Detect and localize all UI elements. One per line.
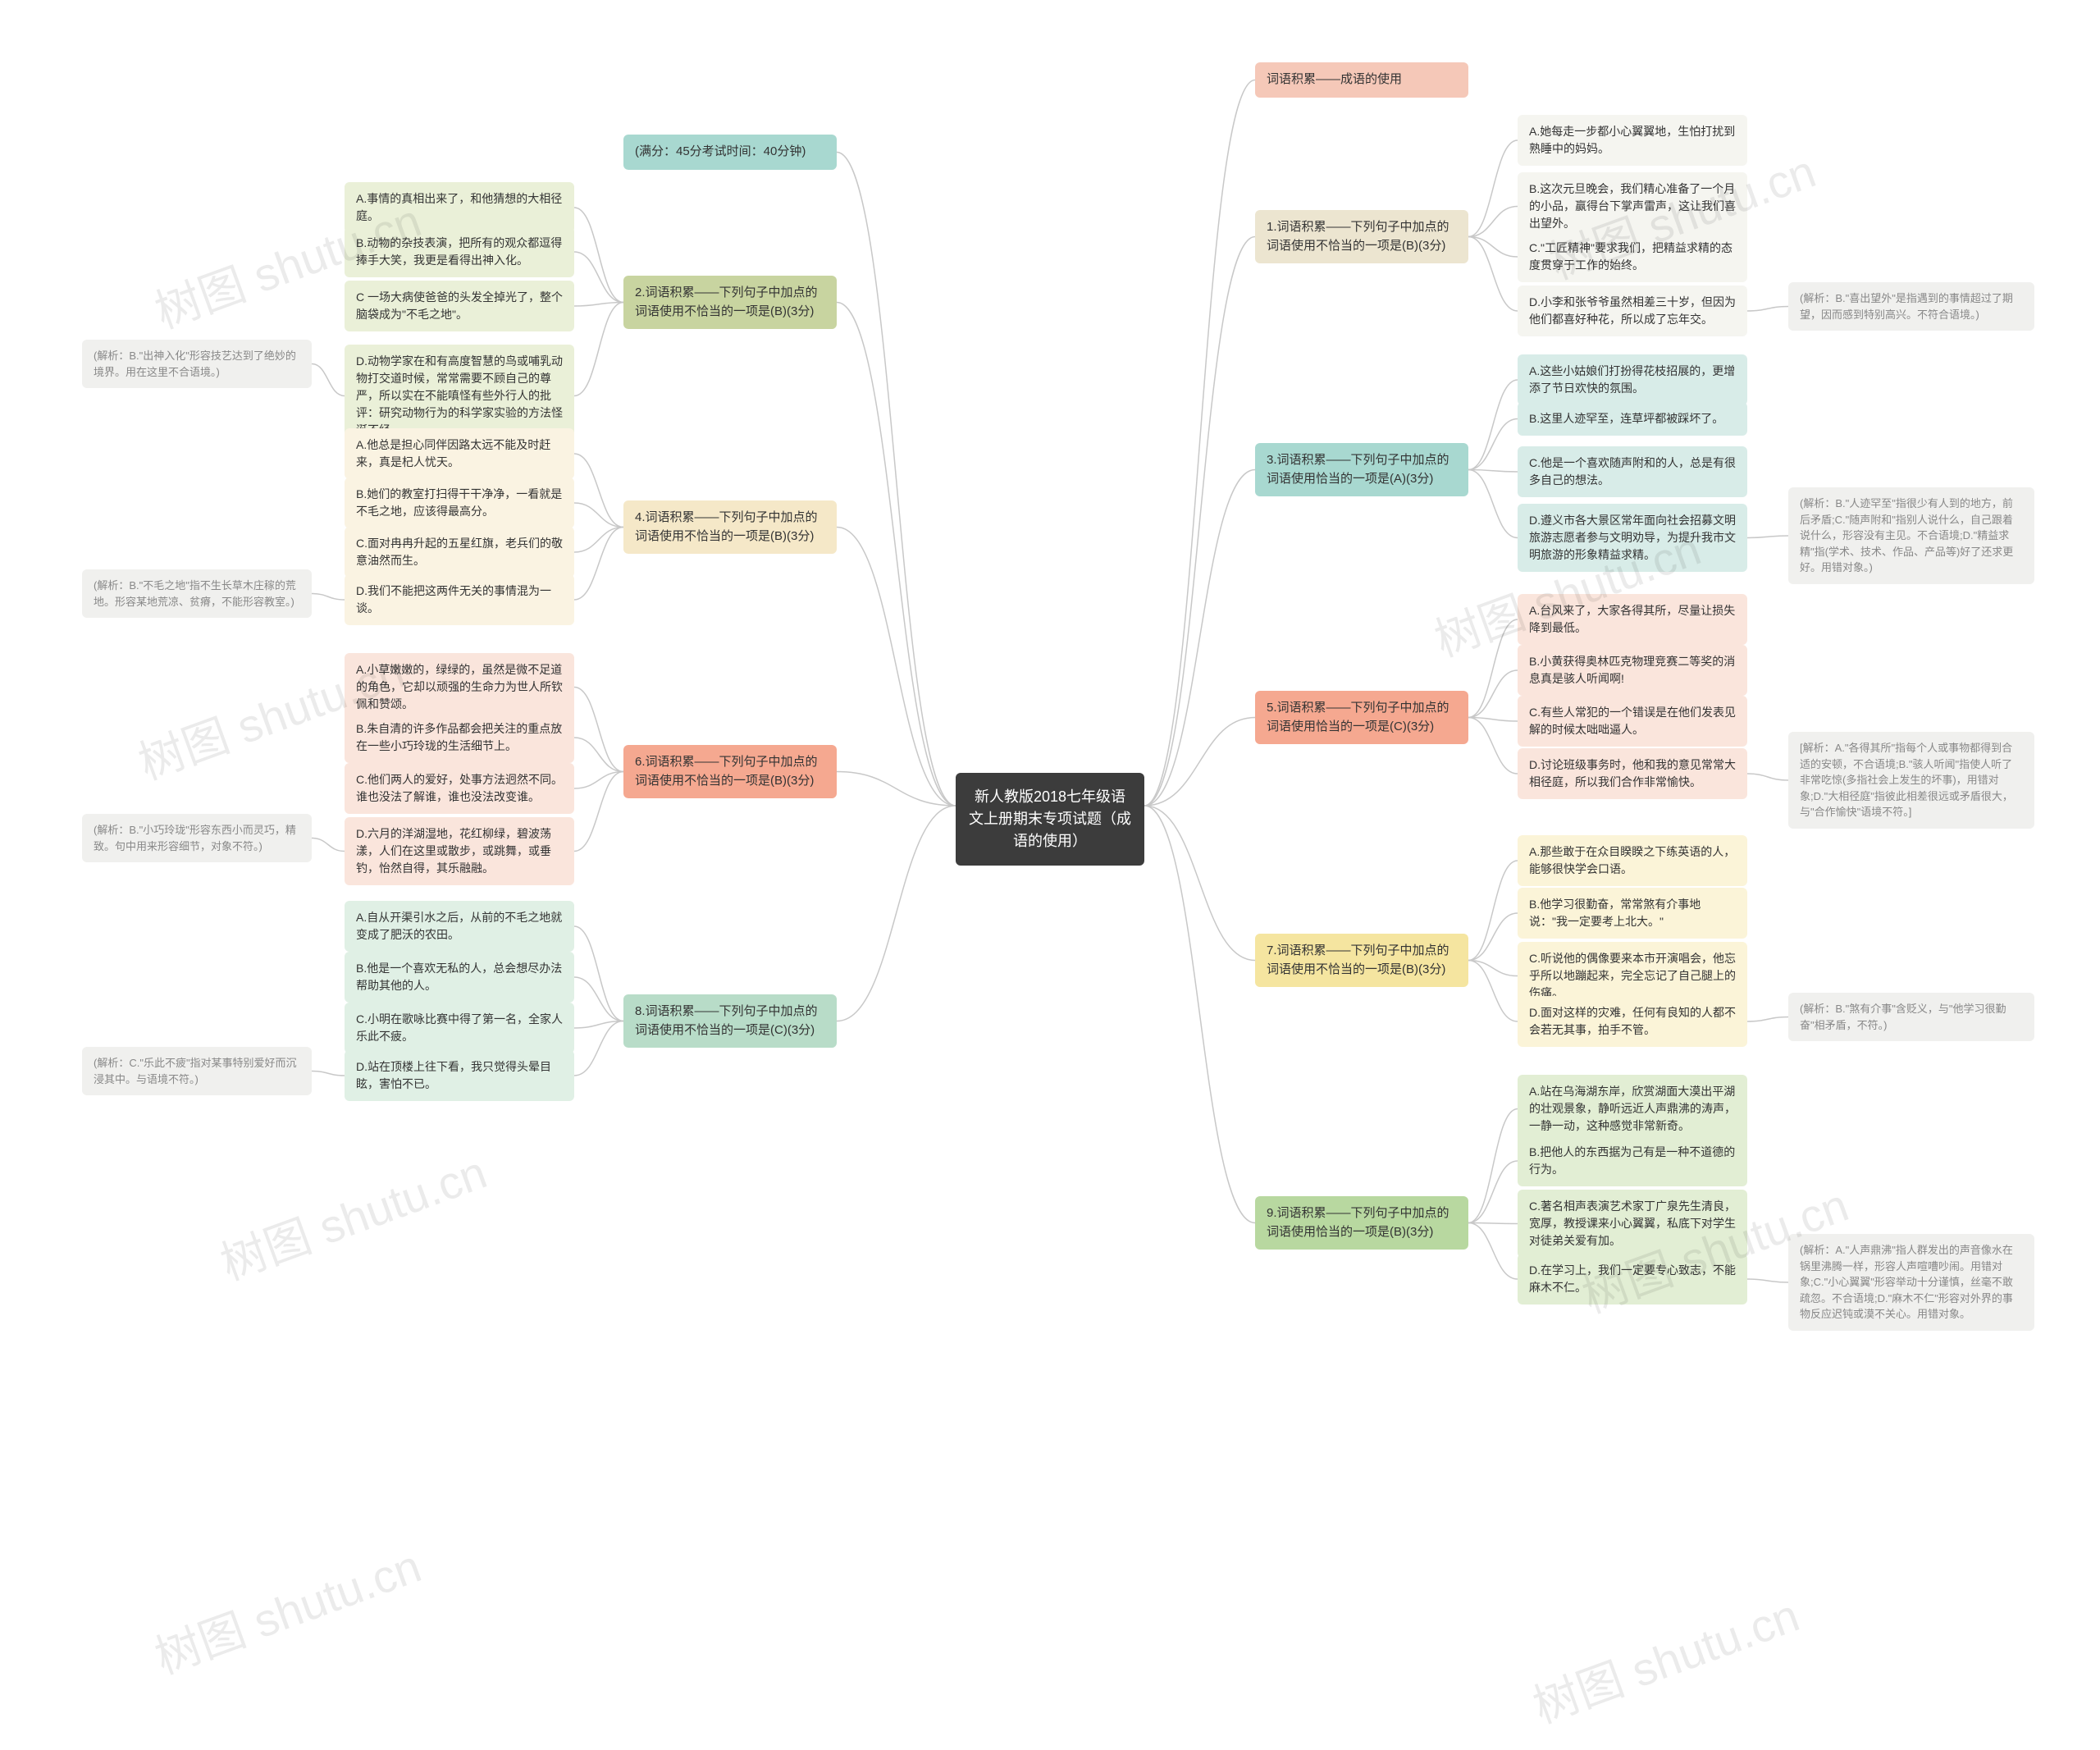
leaf-L8-3: D.站在顶楼上往下看，我只觉得头晕目眩，害怕不已。 [345, 1050, 574, 1101]
leaf-R5-0: A.台风来了，大家各得其所，尽量让损失降到最低。 [1518, 594, 1747, 645]
explain-R9-3: (解析：A."人声鼎沸"指人群发出的声音像水在锅里沸腾一样，形容人声喧嘈吵闹。用… [1788, 1234, 2034, 1331]
branch-R7: 7.词语积累——下列句子中加点的词语使用不恰当的一项是(B)(3分) [1255, 934, 1468, 987]
leaf-L2-0: A.事情的真相出来了，和他猜想的大相径庭。 [345, 182, 574, 233]
watermark: 树图 shutu.cn [1522, 1579, 1807, 1736]
leaf-L6-1: B.朱自清的许多作品都会把关注的重点放在一些小巧玲珑的生活细节上。 [345, 712, 574, 763]
leaf-L6-2: C.他们两人的爱好，处事方法迥然不同。谁也没法了解谁，谁也没法改变谁。 [345, 763, 574, 814]
leaf-R5-3: D.讨论班级事务时，他和我的意见常常大相径庭，所以我们合作非常愉快。 [1518, 748, 1747, 799]
leaf-R7-3: D.面对这样的灾难，任何有良知的人都不会若无其事，拍手不管。 [1518, 996, 1747, 1047]
leaf-L8-0: A.自从开渠引水之后，从前的不毛之地就变成了肥沃的农田。 [345, 901, 574, 952]
branch-R5: 5.词语积累——下列句子中加点的词语使用恰当的一项是(C)(3分) [1255, 691, 1468, 744]
branch-R0: 词语积累——成语的使用 [1255, 62, 1468, 98]
leaf-R5-2: C.有些人常犯的一个错误是在他们发表见解的时候太咄咄逼人。 [1518, 696, 1747, 747]
explain-L2-3: (解析：B."出神入化"形容技艺达到了绝妙的境界。用在这里不合语境。) [82, 340, 312, 388]
explain-L8-3: (解析：C."乐此不疲"指对某事特别爱好而沉浸其中。与语境不符。) [82, 1047, 312, 1095]
branch-L6: 6.词语积累——下列句子中加点的词语使用不恰当的一项是(B)(3分) [623, 745, 837, 798]
leaf-R1-1: B.这次元旦晚会，我们精心准备了一个月的小品，赢得台下掌声雷声，这让我们喜出望外… [1518, 172, 1747, 240]
leaf-L6-0: A.小草嫩嫩的，绿绿的，虽然是微不足道的角色，它却以顽强的生命力为世人所钦佩和赞… [345, 653, 574, 721]
branch-R3: 3.词语积累——下列句子中加点的词语使用恰当的一项是(A)(3分) [1255, 443, 1468, 496]
leaf-L4-0: A.他总是担心同伴因路太远不能及时赶来，真是杞人忧天。 [345, 428, 574, 479]
watermark: 树图 shutu.cn [144, 1529, 429, 1687]
leaf-R9-3: D.在学习上，我们一定要专心致志，不能麻木不仁。 [1518, 1254, 1747, 1305]
explain-L4-3: (解析：B."不毛之地"指不生长草木庄稼的荒地。形容某地荒凉、贫瘠，不能形容教室… [82, 569, 312, 618]
leaf-R7-0: A.那些敢于在众目睽睽之下练英语的人，能够很快学会口语。 [1518, 835, 1747, 886]
leaf-L4-2: C.面对冉冉升起的五星红旗，老兵们的敬意油然而生。 [345, 527, 574, 578]
branch-L4: 4.词语积累——下列句子中加点的词语使用不恰当的一项是(B)(3分) [623, 500, 837, 554]
leaf-R3-1: B.这里人迹罕至，连草坪都被踩坏了。 [1518, 402, 1747, 436]
watermark: 树图 shutu.cn [210, 1135, 495, 1293]
leaf-R9-0: A.站在乌海湖东岸，欣赏湖面大漠出平湖的壮观景象，静听远近人声鼎沸的涛声，一静一… [1518, 1075, 1747, 1143]
leaf-R1-0: A.她每走一步都小心翼翼地，生怕打扰到熟睡中的妈妈。 [1518, 115, 1747, 166]
leaf-L4-1: B.她们的教室打扫得干干净净，一看就是不毛之地，应该得最高分。 [345, 477, 574, 528]
leaf-L2-1: B.动物的杂技表演，把所有的观众都逗得捧手大笑，我更是看得出神入化。 [345, 226, 574, 277]
branch-L0: (满分：45分考试时间：40分钟) [623, 135, 837, 170]
leaf-L8-1: B.他是一个喜欢无私的人，总会想尽办法帮助其他的人。 [345, 952, 574, 1003]
explain-R7-3: (解析：B."煞有介事"含贬义，与"他学习很勤奋"相矛盾，不符。) [1788, 993, 2034, 1041]
leaf-L4-3: D.我们不能把这两件无关的事情混为一谈。 [345, 574, 574, 625]
leaf-R1-3: D.小李和张爷爷虽然相差三十岁，但因为他们都喜好种花，所以成了忘年交。 [1518, 286, 1747, 336]
leaf-R9-2: C.著名相声表演艺术家丁广泉先生清良，宽厚，教授课来小心翼翼，私底下对学生对徒弟… [1518, 1190, 1747, 1258]
branch-R1: 1.词语积累——下列句子中加点的词语使用不恰当的一项是(B)(3分) [1255, 210, 1468, 263]
connector-layer [0, 0, 2100, 1750]
explain-R1-3: (解析：B."喜出望外"是指遇到的事情超过了期望，因而感到特别高兴。不符合语境。… [1788, 282, 2034, 331]
leaf-R3-0: A.这些小姑娘们打扮得花枝招展的，更增添了节日欢快的氛围。 [1518, 354, 1747, 405]
leaf-L6-3: D.六月的洋湖湿地，花红柳绿，碧波荡漾，人们在这里或散步，或跳舞，或垂钓，怡然自… [345, 817, 574, 885]
explain-L6-3: (解析：B."小巧玲珑"形容东西小而灵巧，精致。句中用来形容细节，对象不符。) [82, 814, 312, 862]
leaf-R1-2: C."工匠精神"要求我们，把精益求精的态度贯穿于工作的始终。 [1518, 231, 1747, 282]
leaf-R9-1: B.把他人的东西据为己有是一种不道德的行为。 [1518, 1135, 1747, 1186]
leaf-R5-1: B.小黄获得奥林匹克物理竞赛二等奖的消息真是骇人听闻啊! [1518, 645, 1747, 696]
branch-L8: 8.词语积累——下列句子中加点的词语使用不恰当的一项是(C)(3分) [623, 994, 837, 1048]
explain-R5-3: [解析：A."各得其所"指每个人或事物都得到合适的安顿，不合语境;B."骇人听闻… [1788, 732, 2034, 829]
leaf-L2-2: C 一场大病使爸爸的头发全掉光了，整个脑袋成为"不毛之地"。 [345, 281, 574, 331]
leaf-R3-3: D.遵义市各大景区常年面向社会招募文明旅游志愿者参与文明劝导，为提升我市文明旅游… [1518, 504, 1747, 572]
explain-R3-3: (解析：B."人迹罕至"指很少有人到的地方，前后矛盾;C."随声附和"指别人说什… [1788, 487, 2034, 584]
leaf-R3-2: C.他是一个喜欢随声附和的人，总是有很多自己的想法。 [1518, 446, 1747, 497]
leaf-R7-1: B.他学习很勤奋，常常煞有介事地说："我一定要考上北大。" [1518, 888, 1747, 939]
center-node: 新人教版2018七年级语文上册期末专项试题（成语的使用） [956, 773, 1144, 866]
leaf-L8-2: C.小明在歌咏比赛中得了第一名，全家人乐此不疲。 [345, 1003, 574, 1053]
branch-L2: 2.词语积累——下列句子中加点的词语使用不恰当的一项是(B)(3分) [623, 276, 837, 329]
branch-R9: 9.词语积累——下列句子中加点的词语使用恰当的一项是(B)(3分) [1255, 1196, 1468, 1250]
